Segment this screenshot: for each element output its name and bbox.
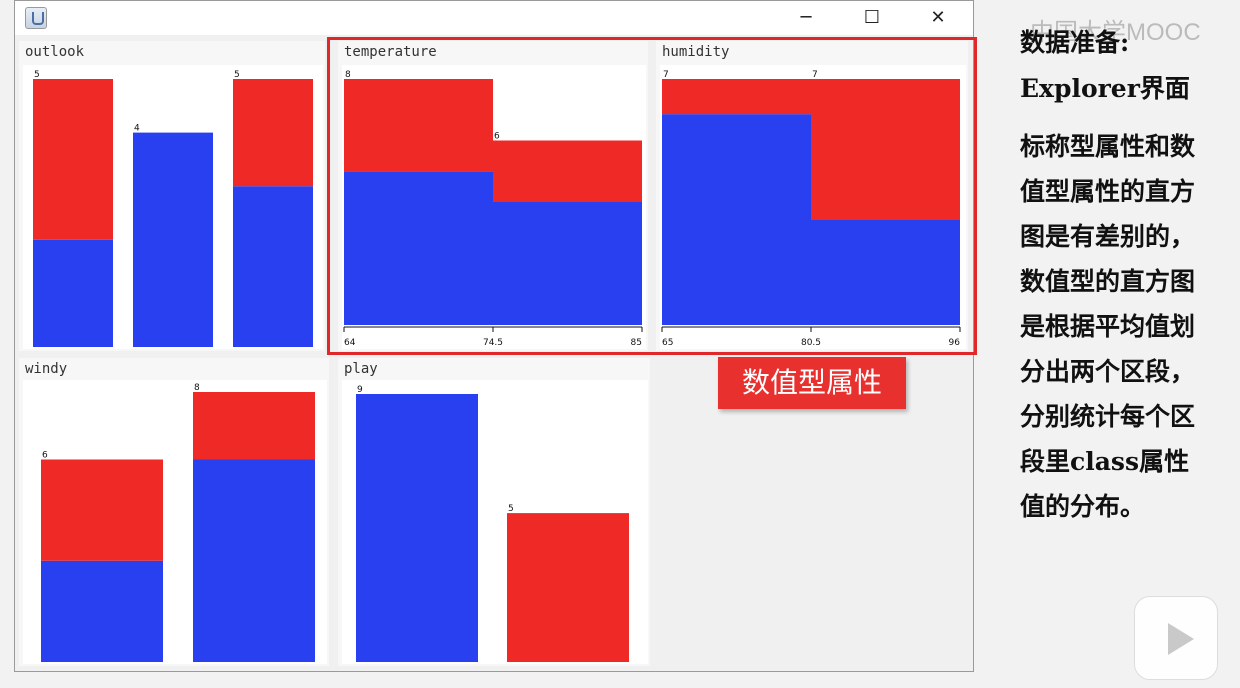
bar-segment-class-b xyxy=(662,79,811,115)
bar-count-label: 6 xyxy=(494,132,500,142)
play-chart-svg: 95 xyxy=(356,385,629,662)
x-tick-label: 65 xyxy=(662,338,673,348)
temperature-chart-svg: 8 6 64 74.5 85 xyxy=(343,70,643,348)
bar-segment-class-b xyxy=(233,79,313,187)
bar-segment-class-a xyxy=(493,202,642,325)
slide-body-line: 值型属性的直方 xyxy=(1020,177,1196,206)
bar-segment-class-a xyxy=(344,171,493,325)
bar-count-label: 5 xyxy=(34,70,40,80)
title-bar: ─ ☐ ✕ xyxy=(15,1,973,35)
bar-segment-class-b xyxy=(493,140,642,202)
close-button[interactable]: ✕ xyxy=(930,7,946,28)
slide-body: 标称型属性和数 值型属性的直方 图是有差别的， 数值型的直方图 是根据平均值划 … xyxy=(1020,124,1230,529)
bar-count-label: 5 xyxy=(508,504,514,514)
bar-segment-class-a xyxy=(356,394,478,662)
bar-segment-class-a xyxy=(193,459,315,662)
x-tick-label: 80.5 xyxy=(801,338,821,348)
java-app-icon xyxy=(25,7,47,29)
bar-count-label: 8 xyxy=(194,383,200,393)
slide-body-line: 值的分布。 xyxy=(1020,492,1146,521)
x-tick-label: 74.5 xyxy=(483,338,503,348)
x-tick-label: 96 xyxy=(949,338,961,348)
slide-body-line: 分出两个区段， xyxy=(1020,357,1196,386)
slide-body-line: 段里class属性 xyxy=(1020,447,1190,476)
panel-title-outlook: outlook xyxy=(25,44,85,60)
bar-segment-class-b xyxy=(811,79,960,220)
bar-segment-class-b xyxy=(507,513,629,662)
panel-title-temperature: temperature xyxy=(344,44,437,60)
humidity-chart-svg: 7 7 65 80.5 96 xyxy=(661,70,961,348)
play-icon[interactable] xyxy=(1134,596,1218,680)
bar-segment-class-a xyxy=(811,219,960,325)
x-tick-label: 64 xyxy=(344,338,356,348)
bar-segment-class-b xyxy=(41,459,163,561)
bar-count-label: 4 xyxy=(134,124,140,134)
slide-heading-line1: 数据准备: xyxy=(1020,28,1130,57)
slide-body-line: 图是有差别的， xyxy=(1020,222,1196,251)
x-tick-label: 85 xyxy=(631,338,642,348)
bar-count-label: 9 xyxy=(357,385,363,395)
numeric-attributes-highlight xyxy=(327,37,977,355)
histogram-temperature[interactable]: 8 6 64 74.5 85 xyxy=(342,65,646,349)
slide-body-line: 数值型的直方图 xyxy=(1020,267,1196,296)
bar-segment-class-b xyxy=(344,79,493,172)
bar-count-label: 6 xyxy=(42,451,48,461)
histogram-humidity[interactable]: 7 7 65 80.5 96 xyxy=(660,65,966,349)
slide-notes: 数据准备: Explorer界面 标称型属性和数 值型属性的直方 图是有差别的，… xyxy=(1020,20,1230,529)
slide-body-line: 分别统计每个区 xyxy=(1020,402,1196,431)
bar-segment-class-a xyxy=(133,132,213,347)
bar-segment-class-b xyxy=(193,392,315,460)
bar-segment-class-b xyxy=(33,79,113,240)
outlook-chart-svg: 5 4 5 xyxy=(33,70,313,347)
panel-humidity: humidity 7 7 65 80.5 96 xyxy=(656,41,968,351)
maximize-button[interactable]: ☐ xyxy=(863,7,881,28)
slide-heading-line2: Explorer界面 xyxy=(1020,74,1190,103)
minimize-button[interactable]: ─ xyxy=(800,7,812,28)
bar-segment-class-a xyxy=(662,114,811,325)
bar-count-label: 8 xyxy=(345,70,351,80)
windy-chart-svg: 68 xyxy=(41,383,315,662)
bar-segment-class-a xyxy=(233,186,313,347)
panel-title-humidity: humidity xyxy=(662,44,730,60)
slide-body-line: 是根据平均值划 xyxy=(1020,312,1196,341)
panel-title-windy: windy xyxy=(25,361,68,377)
bar-count-label: 5 xyxy=(234,70,240,80)
bar-count-label: 7 xyxy=(812,70,818,80)
panel-temperature: temperature 8 6 64 74.5 85 xyxy=(338,41,648,351)
numeric-attributes-label: 数值型属性 xyxy=(718,357,906,409)
bar-segment-class-a xyxy=(33,239,113,347)
histogram-outlook[interactable]: 5 4 5 xyxy=(23,65,323,349)
bar-count-label: 7 xyxy=(663,70,669,80)
bar-segment-class-a xyxy=(41,560,163,662)
slide-body-line: 标称型属性和数 xyxy=(1020,132,1196,161)
mooc-watermark: 中国大学MOOC xyxy=(1030,19,1201,46)
panel-outlook: outlook 5 4 5 xyxy=(19,41,325,351)
panel-title-play: play xyxy=(344,361,378,377)
